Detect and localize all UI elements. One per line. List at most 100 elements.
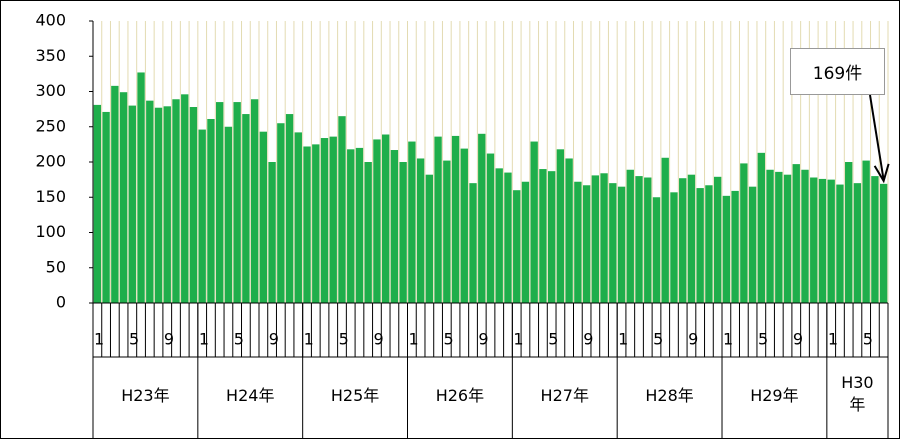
x-tick-label: 9 <box>688 330 698 349</box>
x-tick-label: 9 <box>164 330 174 349</box>
bar <box>775 171 783 303</box>
bar <box>163 106 171 304</box>
y-tick-label: 350 <box>35 46 66 65</box>
annotation: 169件 <box>790 48 885 95</box>
bar <box>373 139 381 303</box>
y-tick-label: 250 <box>35 116 66 135</box>
year-label: H27年 <box>540 386 589 405</box>
bar <box>216 102 224 303</box>
x-tick-label: 1 <box>304 330 314 349</box>
bar <box>93 104 102 304</box>
x-tick-label: 1 <box>199 330 209 349</box>
bar <box>451 135 460 303</box>
y-tick-label: 200 <box>35 152 66 171</box>
bar <box>696 188 704 303</box>
bar <box>416 158 425 303</box>
bar <box>207 118 215 304</box>
bar <box>871 176 879 303</box>
bar <box>460 148 468 303</box>
bar <box>687 174 696 303</box>
bar <box>303 146 311 303</box>
bar <box>172 99 180 303</box>
bar <box>521 181 530 303</box>
bar <box>285 114 294 303</box>
bar <box>277 123 285 303</box>
bar <box>827 179 835 303</box>
bar <box>748 186 757 303</box>
bar <box>189 107 198 303</box>
bar <box>539 169 547 303</box>
year-label: H28年 <box>645 386 694 405</box>
bar <box>582 185 591 303</box>
bar <box>783 174 792 303</box>
x-tick-label: 1 <box>94 330 104 349</box>
x-tick-label: 1 <box>828 330 838 349</box>
bar <box>810 177 818 303</box>
bar <box>644 177 652 303</box>
x-tick-label: 5 <box>129 330 139 349</box>
bar <box>294 132 302 303</box>
bar <box>434 136 442 303</box>
bar <box>119 92 128 303</box>
bar <box>102 111 110 303</box>
x-tick-label: 1 <box>618 330 628 349</box>
bar <box>329 136 337 303</box>
bar <box>504 172 512 303</box>
x-tick-label: 5 <box>443 330 453 349</box>
bar <box>478 133 486 303</box>
bar <box>722 195 731 303</box>
bar <box>556 149 565 303</box>
year-label: H26年 <box>435 386 485 405</box>
bar <box>635 176 643 303</box>
x-tick-label: 5 <box>339 330 349 349</box>
bar <box>740 163 748 303</box>
bar <box>530 141 538 303</box>
bar <box>609 183 617 303</box>
bar <box>443 160 451 303</box>
bar <box>268 162 276 303</box>
x-tick-label: 5 <box>234 330 244 349</box>
bar <box>146 100 154 303</box>
y-tick-label: 50 <box>46 257 66 276</box>
bar <box>347 149 355 303</box>
y-tick-label: 300 <box>35 81 66 100</box>
bar <box>408 141 416 303</box>
bar <box>224 126 233 303</box>
year-label: H29年 <box>750 386 799 405</box>
bar <box>617 186 626 303</box>
bar <box>705 185 713 303</box>
x-tick-label: 9 <box>583 330 593 349</box>
bar <box>128 105 136 303</box>
bar <box>338 116 346 303</box>
y-tick-label: 150 <box>35 187 66 206</box>
x-tick-label: 5 <box>548 330 558 349</box>
bar <box>853 183 862 303</box>
bar <box>836 184 844 303</box>
bar <box>862 160 870 303</box>
y-tick-label: 400 <box>35 11 66 30</box>
bar <box>513 190 521 303</box>
bar <box>364 162 372 303</box>
bar <box>661 157 669 303</box>
bar <box>600 173 608 303</box>
annotation-arrow <box>869 94 885 181</box>
bar <box>495 168 503 303</box>
bar <box>137 72 145 303</box>
bar <box>154 107 163 303</box>
x-tick-label: 5 <box>863 330 873 349</box>
bar <box>181 94 189 303</box>
x-tick-label: 9 <box>478 330 488 349</box>
bar <box>591 175 600 303</box>
bar <box>399 162 407 303</box>
bar <box>818 178 827 303</box>
x-tick-label: 9 <box>374 330 384 349</box>
year-label: H30年 <box>841 373 874 414</box>
x-tick-label: 5 <box>653 330 663 349</box>
year-label: H24年 <box>226 386 275 405</box>
bar <box>259 131 268 303</box>
bar <box>312 144 320 303</box>
x-tick-label: 1 <box>513 330 523 349</box>
x-tick-label: 1 <box>723 330 733 349</box>
